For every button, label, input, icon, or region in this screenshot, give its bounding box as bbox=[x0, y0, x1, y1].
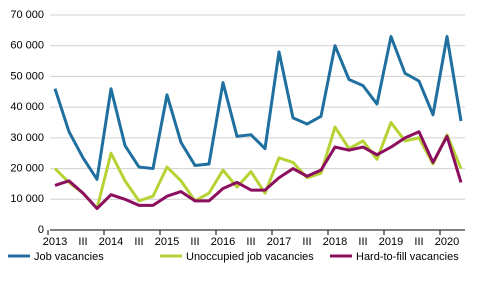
x-tick-label: III bbox=[414, 236, 423, 248]
x-tick-label: 2017 bbox=[267, 236, 291, 248]
x-tick-label: III bbox=[358, 236, 367, 248]
x-tick-label: 2013 bbox=[43, 236, 67, 248]
x-tick-label: III bbox=[246, 236, 255, 248]
y-tick-label: 30 000 bbox=[10, 132, 44, 144]
x-tick-label: III bbox=[302, 236, 311, 248]
x-tick-label: 2015 bbox=[155, 236, 179, 248]
x-tick-label: III bbox=[134, 236, 143, 248]
series-line bbox=[53, 121, 463, 210]
x-tick-label: III bbox=[190, 236, 199, 248]
y-tick-label: 10 000 bbox=[10, 193, 44, 205]
legend-label: Job vacancies bbox=[34, 251, 104, 263]
series-line bbox=[53, 35, 463, 181]
y-tick-label: 20 000 bbox=[10, 162, 44, 174]
y-tick-label: 70 000 bbox=[10, 9, 44, 21]
x-tick-label: 2014 bbox=[99, 236, 123, 248]
x-tick-label: 2016 bbox=[211, 236, 235, 248]
x-tick-label: 2019 bbox=[379, 236, 403, 248]
y-tick-label: 0 bbox=[38, 224, 44, 236]
y-tick-label: 50 000 bbox=[10, 70, 44, 82]
x-tick-label: 2020 bbox=[435, 236, 459, 248]
x-tick-label: 2018 bbox=[323, 236, 347, 248]
series-line bbox=[54, 130, 463, 210]
y-tick-label: 40 000 bbox=[10, 101, 44, 113]
x-tick-label: III bbox=[78, 236, 87, 248]
y-tick-label: 60 000 bbox=[10, 40, 44, 52]
legend-label: Hard-to-fill vacancies bbox=[356, 251, 459, 263]
legend-label: Unoccupied job vacancies bbox=[186, 251, 314, 263]
